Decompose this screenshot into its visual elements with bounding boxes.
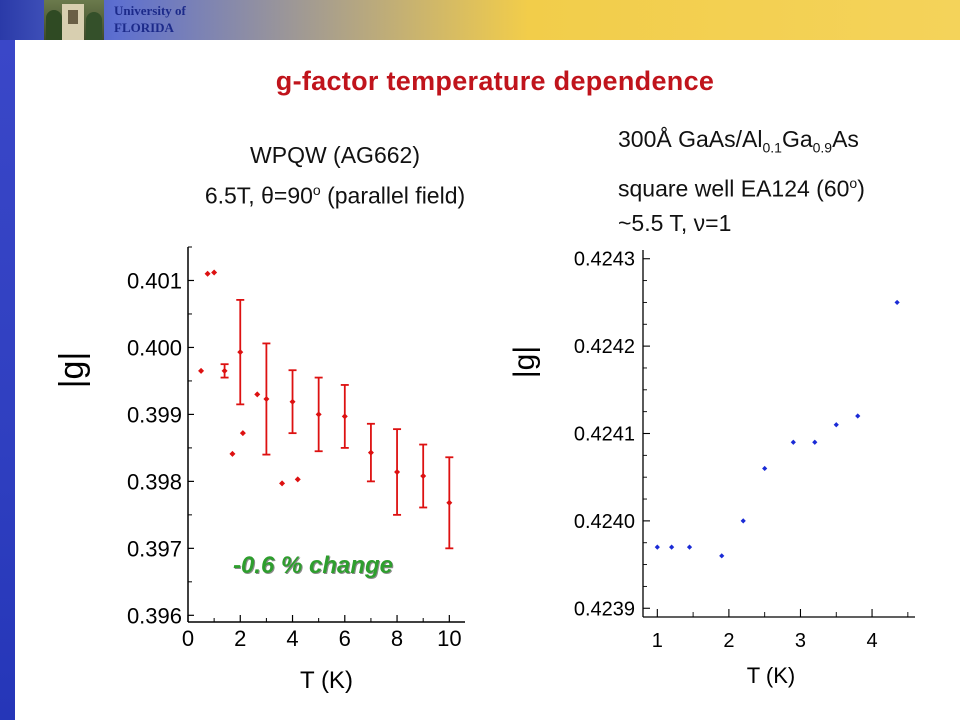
right-data-point xyxy=(762,465,768,472)
right-y-tick-label: 0.4241 xyxy=(574,424,635,446)
left-y-tick-label: 0.396 xyxy=(127,603,182,628)
left-x-tick-label: 4 xyxy=(286,626,298,651)
left-caption-text: 6.5T, xyxy=(204,182,262,209)
theta-symbol: θ xyxy=(261,182,274,209)
left-x-tick-label: 10 xyxy=(437,626,461,651)
left-data-point xyxy=(254,391,261,398)
left-data-point xyxy=(263,396,270,403)
left-data-point xyxy=(341,413,348,420)
right-caption-text: 300Å GaAs/Al xyxy=(618,126,763,152)
right-x-tick-label: 2 xyxy=(723,630,734,652)
left-x-tick-label: 8 xyxy=(391,626,403,651)
university-name: University of FLORIDA xyxy=(114,2,186,36)
left-data-point xyxy=(446,499,453,506)
left-data-point xyxy=(294,476,301,483)
subscript: 0.1 xyxy=(762,139,782,156)
right-data-point xyxy=(812,439,818,445)
university-logo-image xyxy=(44,0,104,40)
left-caption-text: (parallel field) xyxy=(320,182,466,209)
subscript: 0.9 xyxy=(812,139,833,156)
change-annotation: -0.6 % change xyxy=(233,552,393,579)
left-y-axis-label: |g| xyxy=(53,352,91,389)
right-data-point xyxy=(686,544,693,550)
right-caption-text: ) xyxy=(857,175,865,202)
right-x-tick-label: 3 xyxy=(795,630,806,652)
left-y-tick-label: 0.401 xyxy=(127,268,182,293)
right-caption-text: =1 xyxy=(705,210,732,237)
right-y-tick-label: 0.4240 xyxy=(574,511,635,533)
logo-tree-right xyxy=(86,12,102,40)
left-caption-text: =90 xyxy=(273,182,313,209)
left-y-tick-label: 0.398 xyxy=(127,469,182,494)
left-y-tick-label: 0.397 xyxy=(127,536,182,561)
nu-symbol: ν xyxy=(693,210,706,237)
logo-tree-left xyxy=(46,10,62,40)
right-y-axis-label: |g| xyxy=(508,346,541,378)
right-data-point xyxy=(855,413,861,419)
right-data-point xyxy=(654,544,660,550)
university-name-line2: FLORIDA xyxy=(114,20,174,35)
right-caption-text: As xyxy=(832,126,859,152)
right-caption-text: ~5.5 T, xyxy=(618,210,694,237)
right-data-point xyxy=(790,439,796,445)
right-x-tick-label: 1 xyxy=(652,630,663,652)
left-x-tick-label: 0 xyxy=(182,626,194,651)
degree-superscript: o xyxy=(849,174,858,191)
left-data-point xyxy=(315,411,322,418)
left-data-point xyxy=(221,367,228,374)
left-caption-line2: 6.5T, θ=90o (parallel field) xyxy=(160,173,510,214)
right-caption-text: Ga xyxy=(781,126,813,152)
right-x-tick-label: 4 xyxy=(866,630,877,652)
right-y-tick-label: 0.4243 xyxy=(574,249,635,271)
right-caption-text: square well EA124 (60 xyxy=(618,175,850,202)
logo-tower-window xyxy=(68,10,78,24)
left-data-point xyxy=(239,430,246,437)
degree-superscript: o xyxy=(312,182,321,198)
left-data-point xyxy=(394,469,401,475)
right-data-point xyxy=(833,422,839,428)
right-caption-line1: 300Å GaAs/Al0.1Ga0.9As xyxy=(618,122,958,166)
left-data-point xyxy=(211,269,218,276)
left-x-tick-label: 2 xyxy=(234,626,246,651)
right-caption-line2: square well EA124 (60o) xyxy=(618,166,958,207)
right-data-point xyxy=(669,544,675,550)
right-y-tick-label: 0.4242 xyxy=(574,336,635,358)
right-data-point xyxy=(894,299,900,306)
right-data-point xyxy=(740,518,746,524)
slide-title: g-factor temperature dependence xyxy=(275,66,715,96)
left-data-point xyxy=(229,450,236,457)
left-data-point xyxy=(367,449,374,456)
right-data-point xyxy=(719,553,725,559)
left-y-tick-label: 0.399 xyxy=(127,402,182,427)
left-chart-caption: WPQW (AG662) 6.5T, θ=90o (parallel field… xyxy=(160,138,510,214)
left-data-point xyxy=(204,270,211,277)
left-data-point xyxy=(237,349,244,356)
right-chart-caption: 300Å GaAs/Al0.1Ga0.9As square well EA124… xyxy=(618,122,958,241)
right-y-tick-label: 0.4239 xyxy=(574,598,635,620)
header-gradient-bar xyxy=(0,0,960,40)
left-data-point xyxy=(198,367,205,374)
university-name-line1: University of xyxy=(114,3,186,18)
left-x-tick-label: 6 xyxy=(339,626,351,651)
left-data-point xyxy=(289,398,296,405)
left-gradient-bar xyxy=(0,40,15,720)
left-y-tick-label: 0.400 xyxy=(127,335,182,360)
left-x-axis-label: T (K) xyxy=(300,667,353,694)
right-caption-line3: ~5.5 T, ν=1 xyxy=(618,206,958,241)
left-data-point xyxy=(279,480,286,487)
right-x-axis-label: T (K) xyxy=(747,663,795,688)
left-caption-line1: WPQW (AG662) xyxy=(250,142,420,168)
left-data-point xyxy=(420,473,427,480)
